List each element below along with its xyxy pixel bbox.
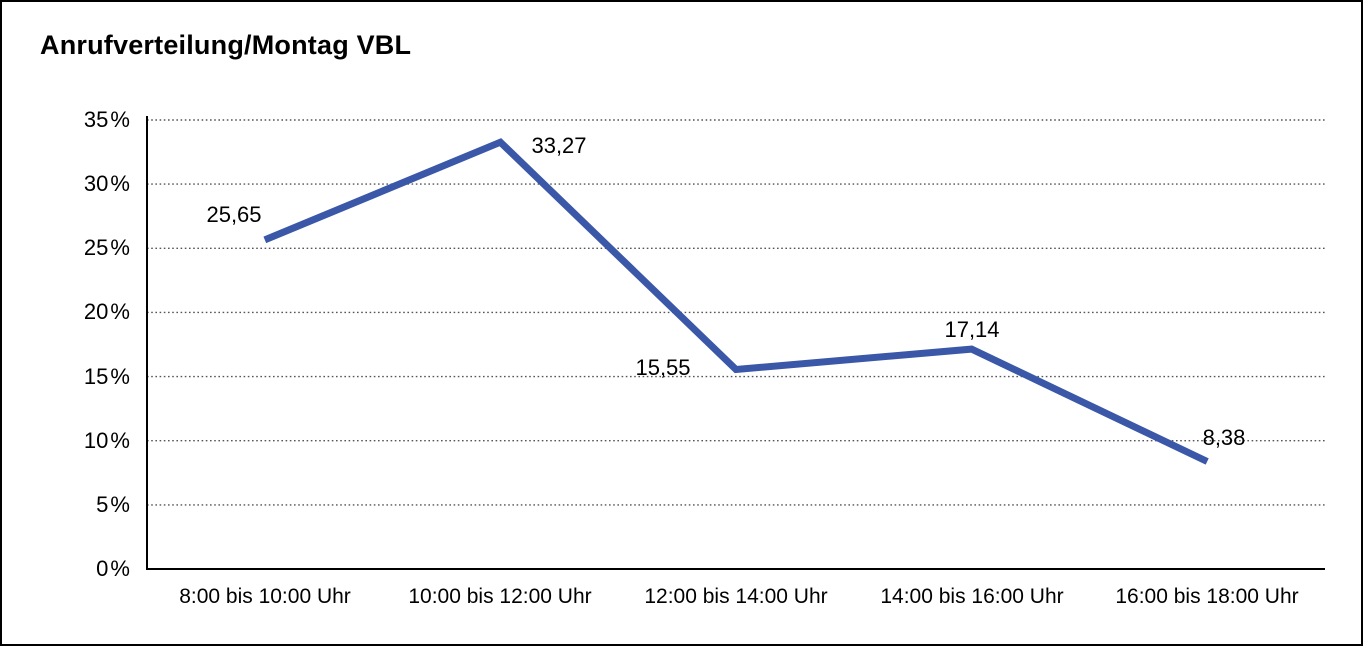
y-axis-tick-label: 5 % bbox=[96, 492, 130, 517]
y-axis-tick-label: 10 % bbox=[83, 428, 130, 453]
data-point-label: 33,27 bbox=[531, 133, 587, 158]
chart-title: Anrufverteilung/Montag VBL bbox=[40, 30, 412, 60]
x-axis-category-label: 10:00 bis 12:00 Uhr bbox=[408, 585, 592, 608]
y-axis-tick-label: 0 % bbox=[96, 556, 130, 581]
data-point-label: 25,65 bbox=[206, 202, 262, 227]
x-axis-category-label: 14:00 bis 16:00 Uhr bbox=[880, 585, 1064, 608]
x-axis-category-label: 12:00 bis 14:00 Uhr bbox=[644, 585, 828, 608]
x-axis-category-label: 8:00 bis 10:00 Uhr bbox=[179, 585, 351, 608]
data-point-label: 8,38 bbox=[1202, 425, 1246, 450]
y-axis-tick-label: 30 % bbox=[83, 171, 130, 196]
y-axis-tick-label: 35 % bbox=[83, 107, 130, 132]
data-line bbox=[263, 138, 1209, 465]
x-axis-category-label: 16:00 bis 18:00 Uhr bbox=[1115, 585, 1299, 608]
y-axis-tick-label: 15 % bbox=[83, 364, 130, 389]
data-point-label: 17,14 bbox=[944, 317, 1000, 342]
data-point-label: 15,55 bbox=[635, 355, 691, 380]
y-axis-tick-label: 25 % bbox=[83, 235, 130, 260]
y-axis-tick-label: 20 % bbox=[83, 299, 130, 324]
